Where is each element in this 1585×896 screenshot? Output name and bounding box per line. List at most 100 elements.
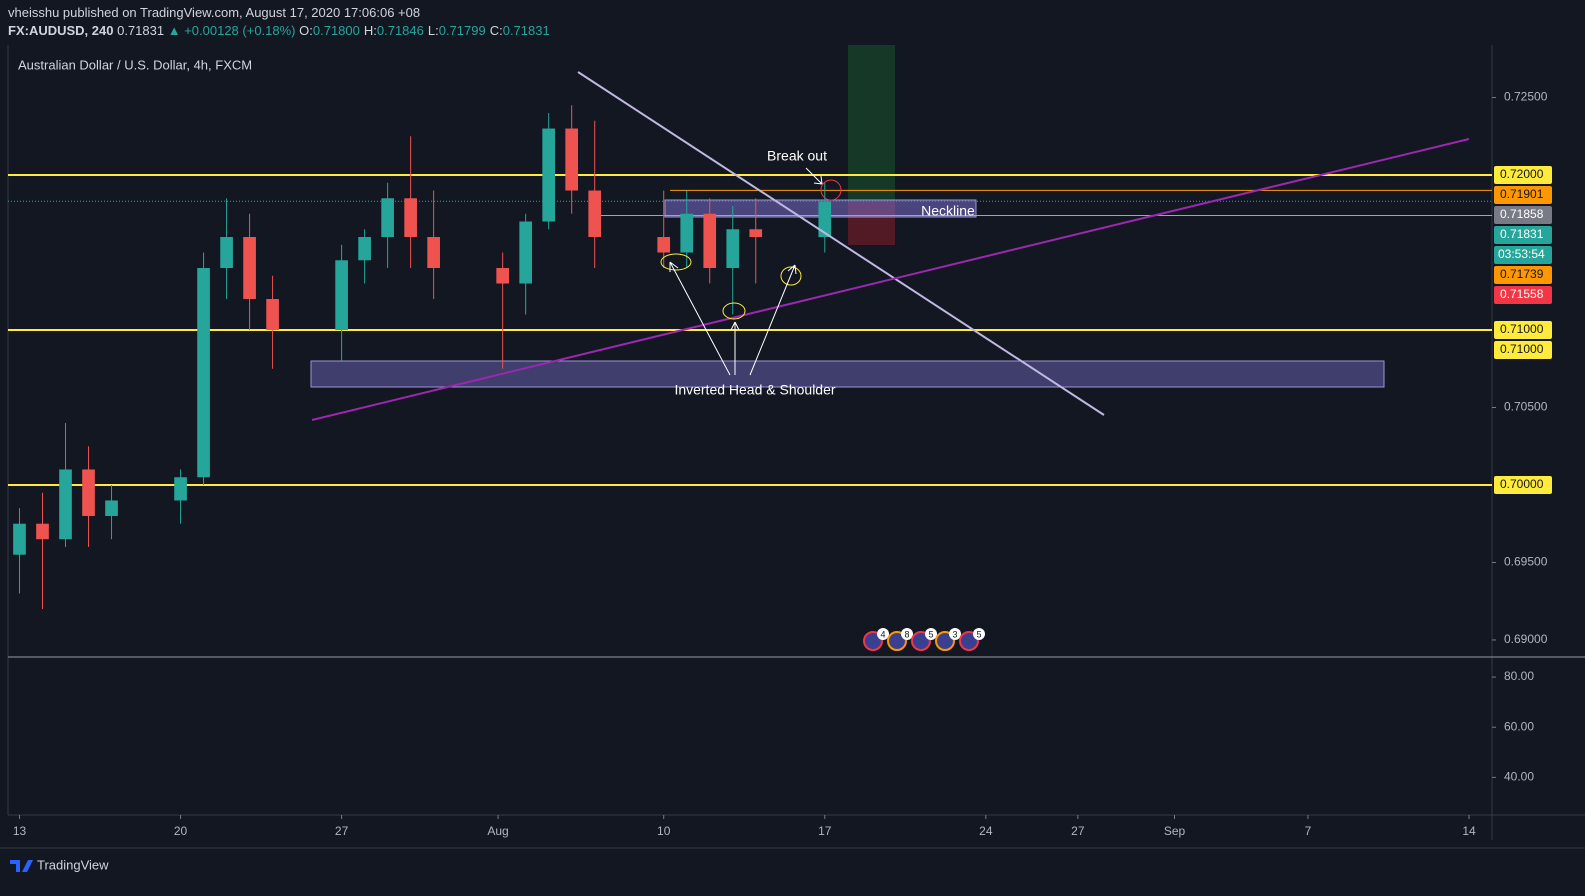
event-icon — [863, 631, 883, 651]
price-label-bg — [1494, 286, 1552, 305]
price-label: 0.71858 — [1500, 207, 1544, 221]
price-label: 0.71739 — [1500, 267, 1544, 281]
candle-body — [496, 268, 509, 284]
event-count: 5 — [976, 629, 981, 639]
position-profit — [848, 45, 895, 201]
annotation: Inverted Head & Shoulder — [674, 382, 835, 398]
price-label-bg — [1494, 206, 1552, 225]
ohlc-value: 0.71799 — [438, 23, 486, 38]
price-label: 0.72000 — [1500, 167, 1544, 181]
published-line: vheisshu published on TradingView.com, A… — [8, 5, 421, 20]
y-tick-label: 0.72500 — [1504, 90, 1548, 104]
ohlc-label: O: — [299, 23, 313, 38]
price-label-bg — [1494, 321, 1552, 340]
countdown-bg — [1494, 246, 1552, 265]
candle-body — [36, 523, 49, 540]
ohlc-value: 0.71800 — [312, 23, 360, 38]
event-badge — [877, 628, 889, 640]
candle-body — [174, 477, 187, 501]
x-tick-label: 14 — [1462, 824, 1476, 838]
event-count: 4 — [880, 629, 885, 639]
price-label-bg — [1494, 341, 1552, 360]
candle-body — [588, 190, 602, 238]
event-badge — [973, 628, 985, 640]
trendline — [577, 71, 1105, 416]
candle-body — [381, 198, 394, 238]
event-icon — [959, 631, 979, 651]
x-tick-label: 13 — [13, 824, 27, 838]
ohlc-label: C: — [489, 23, 503, 38]
symbol-line: FX:AUDUSD, 240 0.71831 ▲ +0.00128 (+0.18… — [8, 23, 554, 38]
price-label-bg — [1494, 475, 1552, 494]
layout — [0, 45, 1585, 849]
x-tick-label: 27 — [1071, 824, 1085, 838]
candle-body — [749, 229, 763, 238]
candle-body — [818, 201, 832, 238]
candle-body — [358, 237, 371, 261]
price-label: 0.71901 — [1500, 187, 1544, 201]
candle-body — [703, 213, 717, 269]
event-icon — [935, 631, 955, 651]
event-badge — [925, 628, 937, 640]
y-tick-label: 0.69000 — [1504, 632, 1548, 646]
candle-body — [427, 237, 440, 269]
support-zone — [310, 360, 1385, 388]
price-label-bg — [1494, 226, 1552, 245]
x-tick-label: 24 — [979, 824, 993, 838]
candle-body — [105, 500, 118, 516]
shoulder-mark — [660, 253, 692, 271]
logo — [10, 860, 33, 872]
price-label: 0.71831 — [1500, 227, 1544, 241]
event-count: 3 — [952, 629, 957, 639]
trendline — [311, 138, 1470, 421]
arrows — [669, 167, 823, 376]
change: ▲ +0.00128 (+0.18%) — [167, 23, 296, 38]
x-tick-label: 20 — [174, 824, 188, 838]
shoulder-mark — [780, 266, 802, 286]
candle-body — [680, 213, 694, 253]
x-tick-label: 17 — [818, 824, 832, 838]
last-price: 0.71831 — [117, 23, 165, 38]
ohlc-value: 0.71831 — [502, 23, 550, 38]
candle-body — [657, 237, 671, 253]
event-badge — [949, 628, 961, 640]
head-mark — [722, 302, 746, 320]
x-tick-label: Aug — [487, 824, 508, 838]
y-tick-label: 40.00 — [1504, 770, 1534, 784]
event-count: 8 — [904, 629, 909, 639]
chart-title: Australian Dollar / U.S. Dollar, 4h, FXC… — [18, 57, 252, 72]
x-tick-label: Sep — [1164, 824, 1186, 838]
ohlc-value: 0.71846 — [376, 23, 424, 38]
event-icon — [911, 631, 931, 651]
candle-body — [197, 268, 210, 478]
candle-body — [13, 523, 26, 555]
event-icon — [887, 631, 907, 651]
x-tick-label: 7 — [1305, 824, 1312, 838]
y-tick-label: 0.70500 — [1504, 400, 1548, 414]
candle-body — [220, 237, 233, 269]
candle-body — [59, 469, 72, 540]
brand: TradingView — [37, 857, 109, 872]
candle-body — [82, 469, 95, 516]
event-badge — [901, 628, 913, 640]
candle-body — [404, 198, 417, 238]
candle-body — [542, 128, 556, 222]
y-tick-label: 0.69500 — [1504, 555, 1548, 569]
price-label: 0.71558 — [1500, 287, 1544, 301]
x-tick-label: 27 — [335, 824, 349, 838]
y-tick-label: 60.00 — [1504, 719, 1534, 733]
price-label-bg — [1494, 166, 1552, 185]
countdown: 03:53:54 — [1498, 247, 1545, 261]
candle-body — [519, 221, 533, 284]
ohlc: O:0.71800 H:0.71846 L:0.71799 C:0.71831 — [299, 23, 554, 38]
y-tick-label: 80.00 — [1504, 669, 1534, 683]
x-tick-label: 10 — [657, 824, 671, 838]
ohlc-label: L: — [427, 23, 439, 38]
annotation: Break out — [767, 148, 827, 164]
candle-body — [726, 229, 740, 269]
symbol: FX:AUDUSD, 240 — [8, 23, 114, 38]
event-count: 5 — [928, 629, 933, 639]
price-label-bg — [1494, 186, 1552, 205]
candle-body — [266, 299, 279, 331]
